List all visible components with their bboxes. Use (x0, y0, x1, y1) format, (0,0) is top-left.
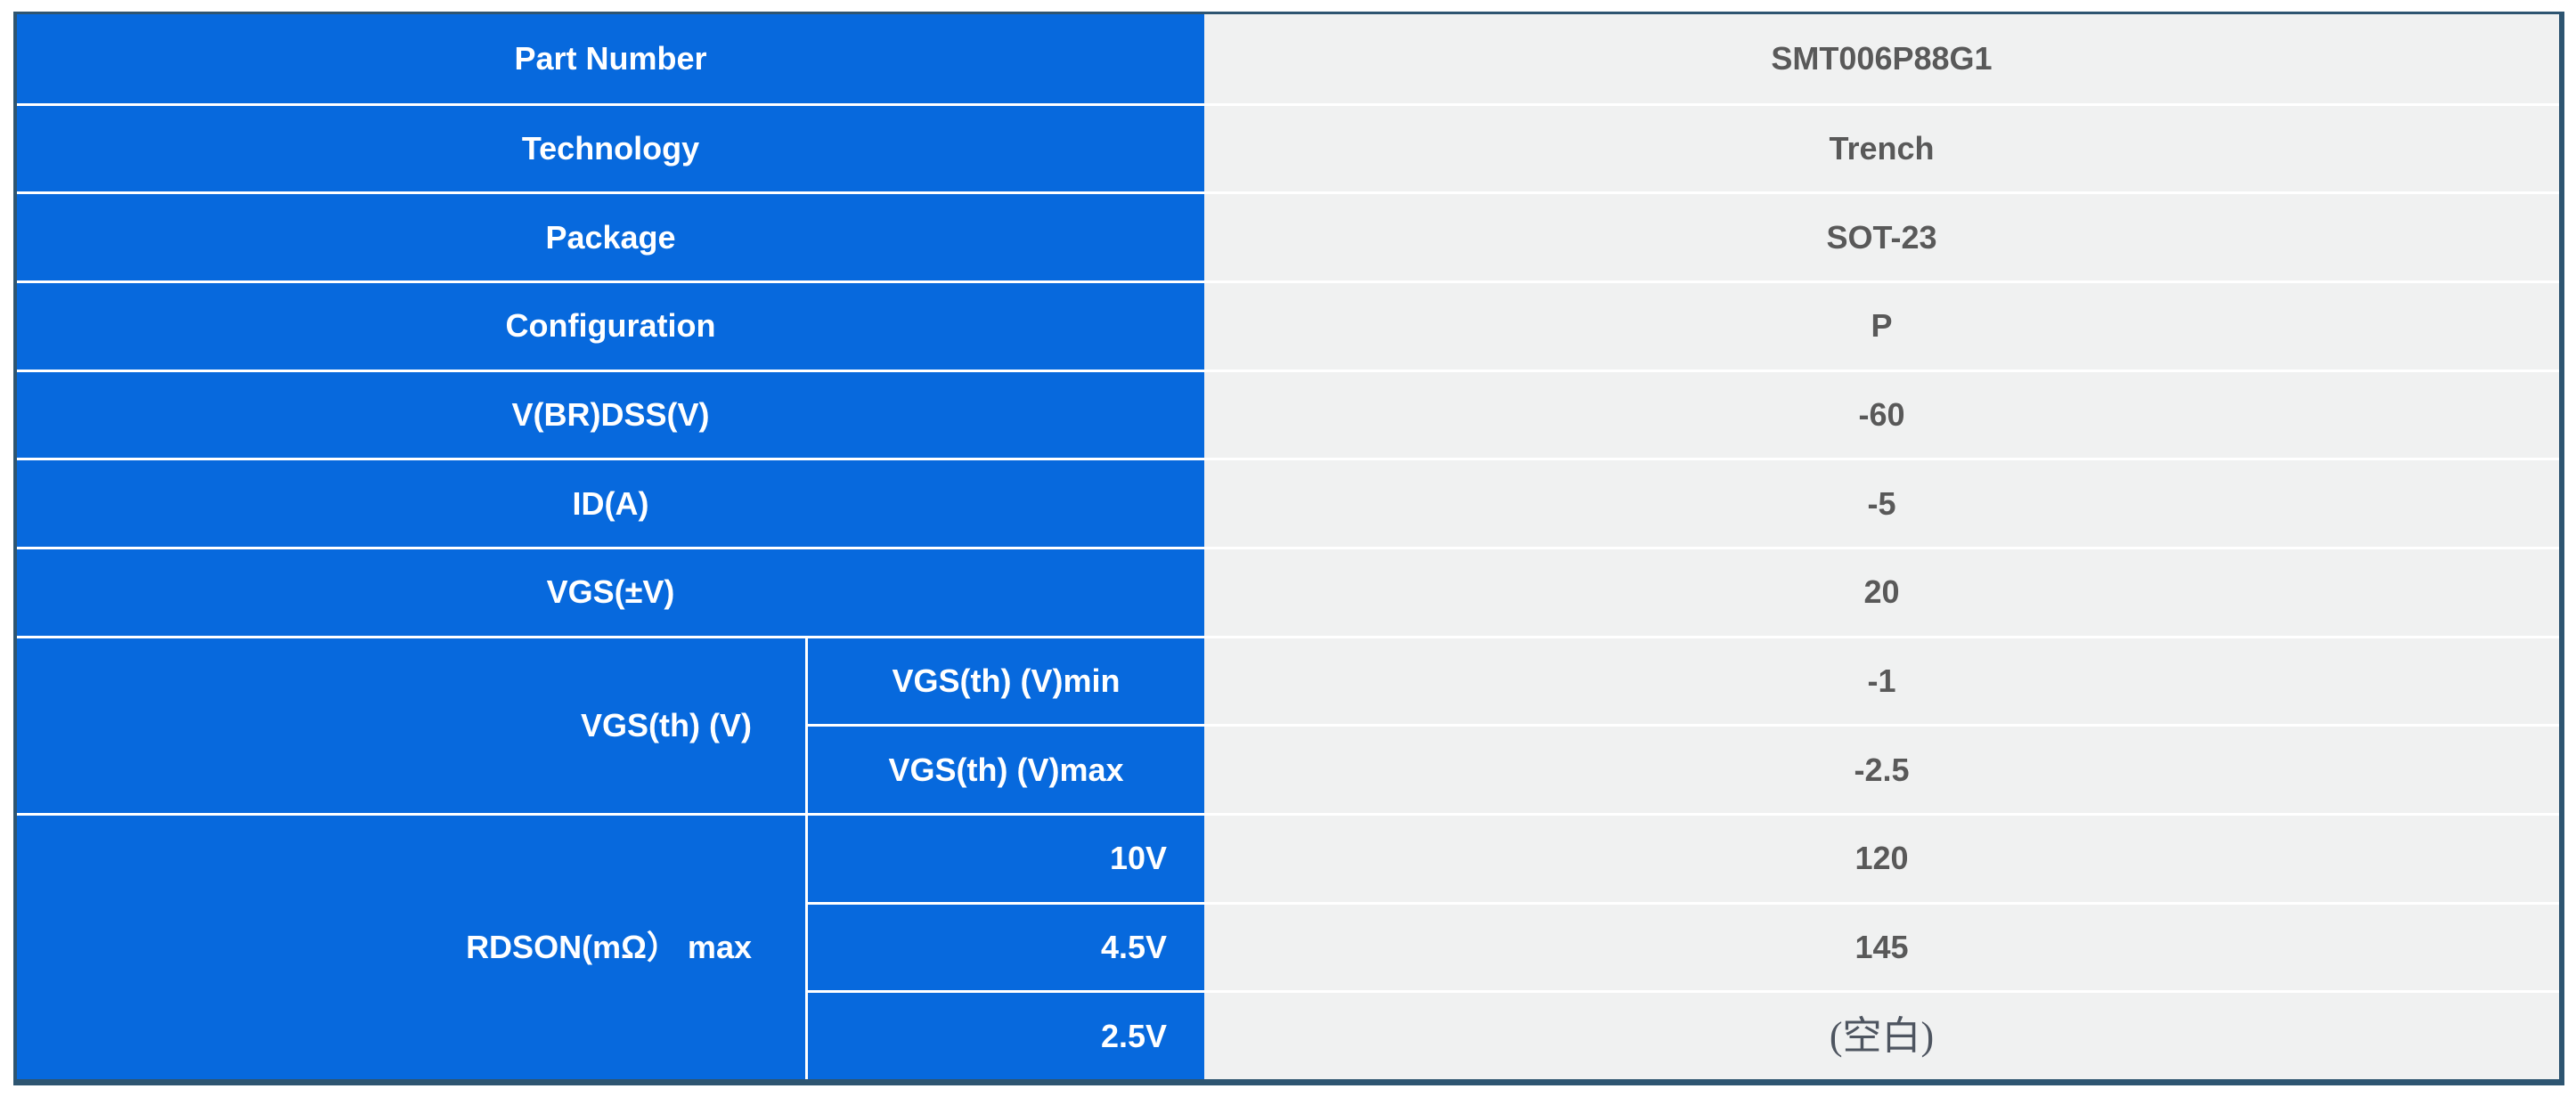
group-label-rdson: RDSON(mΩ） max (17, 812, 805, 1079)
value-cell-configuration: P (1204, 280, 2559, 370)
value-cell-vbrdss: -60 (1204, 369, 2559, 459)
value-cell-vgs-th-max: -2.5 (1204, 724, 2559, 813)
sub-label-rdson-2v5: 2.5V (805, 990, 1204, 1079)
label-cell-vgs: VGS(±V) (17, 546, 1204, 636)
sub-label-vgs-th-min: VGS(th) (V)min (805, 635, 1204, 725)
value-cell-rdson-2v5-blank: (空白) (1204, 990, 2559, 1079)
sub-label-rdson-10v: 10V (805, 812, 1204, 902)
value-cell-package: SOT-23 (1204, 191, 2559, 280)
label-cell-technology: Technology (17, 102, 1204, 192)
value-cell-vgs: 20 (1204, 546, 2559, 636)
value-cell-id: -5 (1204, 458, 2559, 547)
value-cell-rdson-4v5: 145 (1204, 901, 2559, 991)
group-label-vgs-th: VGS(th) (V) (17, 635, 805, 813)
value-cell-vgs-th-min: -1 (1204, 635, 2559, 725)
value-cell-technology: Trench (1204, 102, 2559, 192)
spec-table: Part Number SMT006P88G1 Technology Trenc… (13, 12, 2564, 1085)
label-cell-package: Package (17, 191, 1204, 280)
value-cell-rdson-10v: 120 (1204, 812, 2559, 902)
label-cell-part-number: Part Number (17, 14, 1204, 103)
label-cell-vbrdss: V(BR)DSS(V) (17, 369, 1204, 459)
value-cell-part-number: SMT006P88G1 (1204, 14, 2559, 103)
sub-label-rdson-4v5: 4.5V (805, 901, 1204, 991)
label-cell-configuration: Configuration (17, 280, 1204, 370)
label-cell-id: ID(A) (17, 458, 1204, 547)
sub-label-vgs-th-max: VGS(th) (V)max (805, 724, 1204, 813)
